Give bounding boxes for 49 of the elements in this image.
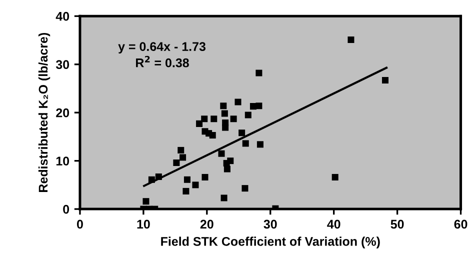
point — [201, 116, 208, 122]
x-tick-label: 10 — [137, 220, 150, 229]
point — [178, 146, 184, 154]
y-axis-title: Redistributed K₂O (lb/acre) — [38, 32, 50, 192]
point — [256, 102, 262, 110]
point — [221, 110, 228, 117]
point — [202, 174, 208, 180]
point — [348, 36, 354, 44]
point — [148, 176, 155, 183]
x-tick-label: 0 — [76, 220, 83, 229]
x-tick-label: 40 — [327, 220, 340, 229]
x-tick-label: 20 — [200, 220, 214, 229]
y-tick-label: 20 — [56, 108, 70, 118]
point — [224, 166, 230, 172]
x-tick-label: 30 — [264, 220, 277, 229]
point — [142, 198, 150, 205]
point — [192, 182, 199, 188]
x-tick-label: 50 — [390, 220, 404, 229]
point — [218, 150, 225, 157]
point — [230, 116, 237, 122]
point — [242, 185, 248, 192]
point — [256, 70, 262, 76]
y-tick-label: 0 — [63, 204, 70, 214]
point — [155, 173, 162, 180]
x-axis-title: Field STK Coefficient of Variation (%) — [161, 236, 380, 248]
point — [210, 116, 218, 122]
point — [182, 188, 190, 194]
point — [238, 130, 246, 136]
y-tick-label: 40 — [56, 12, 70, 21]
point — [196, 120, 203, 127]
point — [220, 102, 227, 110]
y-tick-label: 10 — [56, 156, 70, 166]
point — [332, 174, 338, 180]
point — [256, 141, 264, 148]
point — [180, 154, 186, 161]
point — [223, 160, 230, 166]
x-tick-label: 60 — [454, 220, 468, 229]
point — [173, 159, 180, 166]
point — [242, 140, 249, 147]
y-tick-label: 30 — [56, 60, 70, 70]
point — [382, 77, 388, 84]
point — [184, 176, 190, 183]
point — [234, 98, 242, 106]
annotation: R$^{2}$ = 0.38 — [136, 56, 189, 68]
point — [220, 194, 228, 202]
annotation: y = 0.64x - 1.73 — [118, 42, 206, 54]
point — [222, 124, 229, 131]
point — [244, 112, 252, 118]
point — [209, 132, 216, 139]
